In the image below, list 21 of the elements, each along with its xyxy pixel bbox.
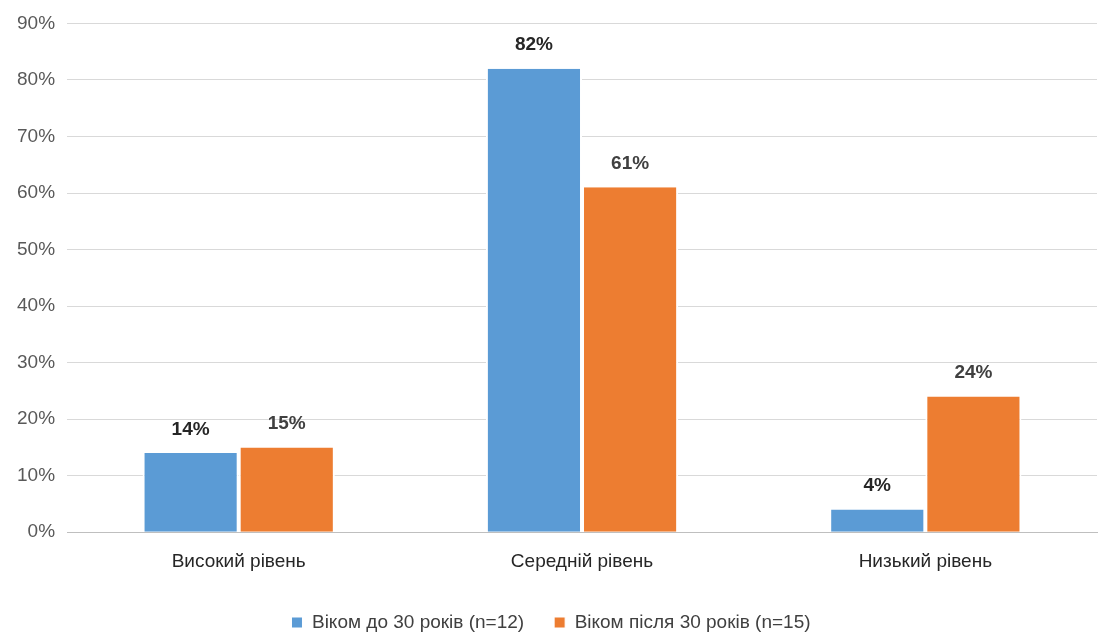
x-tick-label: Низький рівень (858, 549, 993, 571)
data-label: 14% (171, 417, 210, 439)
data-label: 61% (611, 152, 650, 174)
y-tick-label: 40% (17, 294, 56, 316)
data-label: 15% (267, 412, 306, 434)
data-label: 24% (954, 361, 993, 383)
legend-label: Віком після 30 років (n=15) (574, 610, 811, 632)
y-tick-label: 30% (17, 350, 56, 372)
legend-label: Віком до 30 років (n=12) (311, 610, 525, 632)
data-label: 4% (863, 474, 892, 496)
y-tick-label: 60% (17, 181, 56, 203)
x-tick-label: Середній рівень (510, 549, 654, 571)
y-tick-label: 70% (17, 124, 56, 146)
y-tick-label: 10% (17, 463, 56, 485)
y-tick-label: 50% (17, 237, 56, 259)
data-label: 82% (514, 33, 554, 55)
y-tick-label: 90% (17, 11, 56, 33)
x-tick-label: Високий рівень (171, 549, 306, 571)
y-tick-label: 80% (17, 68, 56, 90)
y-tick-label: 0% (27, 520, 56, 542)
y-tick-label: 20% (17, 407, 56, 429)
